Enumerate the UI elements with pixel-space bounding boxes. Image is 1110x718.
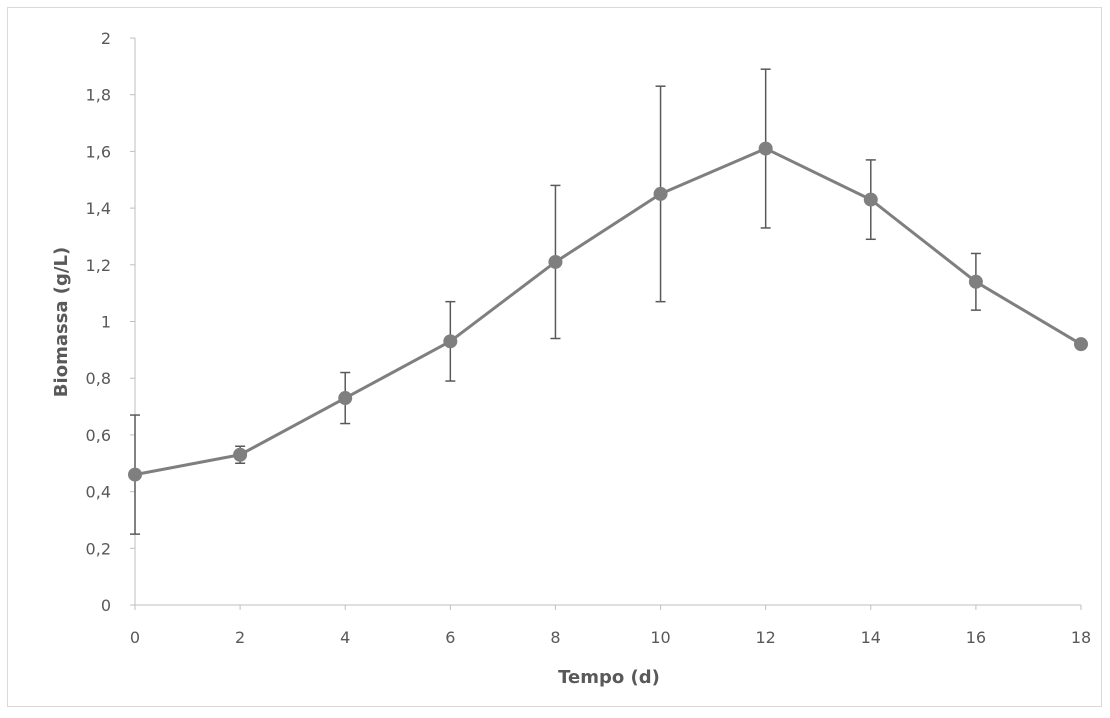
y-tick-label: 0,8: [86, 369, 111, 388]
y-tick-label: 1,8: [86, 86, 111, 105]
chart-frame: [7, 7, 1102, 707]
x-tick-label: 2: [235, 628, 245, 647]
y-tick-label: 1,4: [86, 199, 111, 218]
x-tick-label: 12: [755, 628, 775, 647]
y-tick-label: 0,6: [86, 426, 111, 445]
y-tick-label: 1,2: [86, 256, 111, 275]
data-point: [548, 254, 563, 269]
x-tick-label: 6: [445, 628, 455, 647]
data-point: [968, 274, 983, 289]
data-point: [758, 141, 773, 156]
data-point: [443, 334, 458, 349]
y-tick-label: 2: [101, 29, 111, 48]
y-tick-labels: 0 0,2 0,4 0,6 0,8 1 1,2 1,4 1,6 1,8 2: [86, 29, 111, 615]
error-bars: [130, 68, 981, 535]
y-tick-label: 1: [101, 313, 111, 332]
x-tick-label: 16: [966, 628, 986, 647]
data-point: [338, 391, 353, 406]
x-tick-labels: 0 2 4 6 8 10 12 14 16 18: [130, 628, 1091, 647]
x-tick-label: 14: [861, 628, 881, 647]
data-points: [128, 141, 1088, 482]
data-point: [863, 192, 878, 207]
y-tick-label: 0,4: [86, 483, 111, 502]
x-tick-label: 10: [650, 628, 670, 647]
x-axis-title: Tempo (d): [558, 667, 660, 688]
data-point: [233, 447, 248, 462]
y-axis-title: Biomassa (g/L): [51, 247, 72, 397]
y-tick-label: 1,6: [86, 142, 111, 161]
x-tick-label: 0: [130, 628, 140, 647]
x-tick-label: 4: [340, 628, 350, 647]
data-point: [128, 467, 142, 482]
series-line-group: [134, 147, 1082, 477]
axes: [130, 37, 1082, 610]
data-point: [653, 186, 668, 201]
x-tick-label: 18: [1071, 628, 1091, 647]
series-line: [134, 147, 1082, 477]
x-tick-label: 8: [550, 628, 560, 647]
y-tick-label: 0,2: [86, 539, 111, 558]
y-tick-label: 0: [101, 596, 111, 615]
data-point: [1074, 337, 1088, 352]
